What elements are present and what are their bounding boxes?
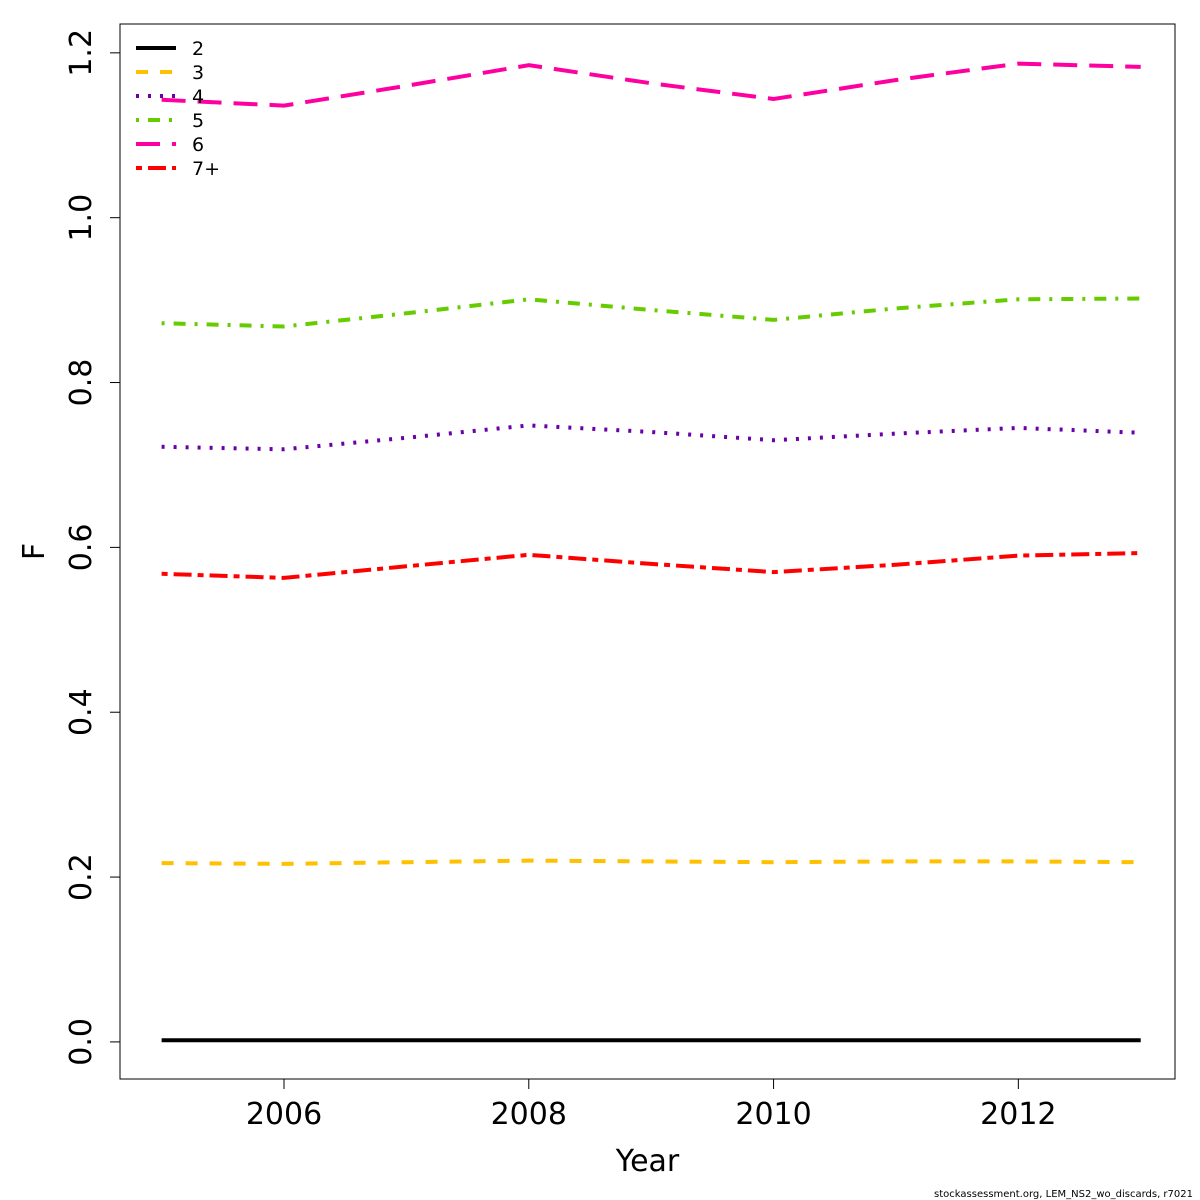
x-tick-label: 2012 (980, 1097, 1056, 1132)
series-line-4 (161, 423, 1141, 452)
x-tick-label: 2008 (491, 1097, 567, 1132)
legend-label: 4 (192, 86, 204, 108)
y-tick-label: 0.0 (64, 1018, 99, 1066)
y-tick-label: 1.2 (64, 29, 99, 77)
legend-label: 6 (192, 134, 204, 156)
x-axis-title: Year (615, 1144, 680, 1179)
legend-label: 3 (192, 62, 204, 84)
footer-credit: stockassessment.org, LEM_NS2_wo_discards… (934, 1189, 1193, 1200)
y-tick-label: 0.2 (64, 853, 99, 901)
plot-area (119, 23, 1176, 1080)
legend-label: 7+ (192, 158, 220, 180)
y-tick-label: 1.0 (64, 194, 99, 242)
series-layer (161, 61, 1141, 1043)
y-tick-label: 0.6 (64, 524, 99, 572)
y-tick-label: 0.8 (64, 359, 99, 407)
axes-layer: 2006 2008 2010 2012 0.0 0.2 0.4 0.6 0.8 1.0 1.2 (64, 29, 1057, 1132)
series-line-6 (161, 61, 1141, 108)
x-tick-label: 2006 (246, 1097, 322, 1132)
y-tick-label: 0.4 (64, 688, 99, 736)
series-line-7plus (161, 551, 1141, 580)
y-axis-title: F (17, 543, 52, 560)
legend-label: 5 (192, 110, 204, 132)
series-line-3 (161, 858, 1141, 866)
x-tick-label: 2010 (735, 1097, 811, 1132)
legend-label: 2 (192, 38, 204, 60)
